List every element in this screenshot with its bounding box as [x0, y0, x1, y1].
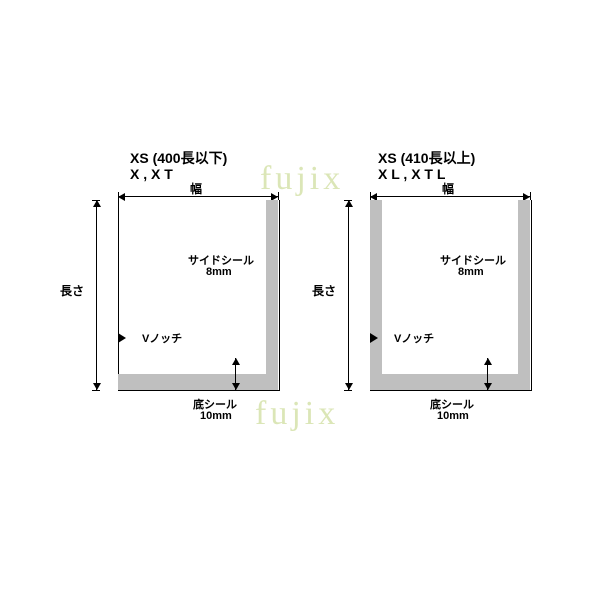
right-length-arrow [348, 200, 349, 390]
right-side-seal-right [518, 200, 530, 390]
left-vnotch-label: Vノッチ [142, 330, 182, 346]
right-bottom-seal [370, 374, 530, 390]
right-side-seal-left [370, 200, 382, 390]
right-title-2: X L , X T L [378, 166, 445, 182]
left-side-seal-right [266, 200, 278, 390]
right-vnotch-label: Vノッチ [394, 330, 434, 346]
right-title-1: XS (410長以上) [378, 148, 475, 168]
left-bottom-seal-arrow [235, 358, 236, 390]
right-width-label: 幅 [442, 180, 454, 197]
left-vnotch [118, 333, 126, 343]
right-bottom-seal-value: 10mm [437, 410, 469, 422]
left-length-arrow [96, 200, 97, 390]
right-width-tick-l [370, 192, 371, 200]
left-width-tick-r [278, 192, 279, 200]
left-bag-outline [118, 200, 280, 391]
right-vnotch [370, 333, 378, 343]
diagram-stage: fujix fujix XS (400長以下) X , X T 幅 長さ サイド… [0, 0, 600, 600]
left-width-tick-l [118, 192, 119, 200]
right-side-seal-value: 8mm [458, 266, 484, 278]
left-bottom-seal-value: 10mm [200, 410, 232, 422]
left-bottom-seal [118, 374, 278, 390]
right-length-tick-t [344, 200, 352, 201]
left-title-2: X , X T [130, 166, 173, 182]
left-title-1: XS (400長以下) [130, 148, 227, 168]
left-length-tick-t [92, 200, 100, 201]
left-length-tick-b [92, 390, 100, 391]
right-length-tick-b [344, 390, 352, 391]
left-width-label: 幅 [190, 180, 202, 197]
right-bottom-seal-arrow [487, 358, 488, 390]
right-width-tick-r [530, 192, 531, 200]
watermark-bottom: fujix [255, 395, 339, 433]
right-length-label: 長さ [312, 282, 336, 299]
right-bag-outline [370, 200, 532, 391]
left-length-label: 長さ [60, 282, 84, 299]
left-side-seal-value: 8mm [206, 266, 232, 278]
